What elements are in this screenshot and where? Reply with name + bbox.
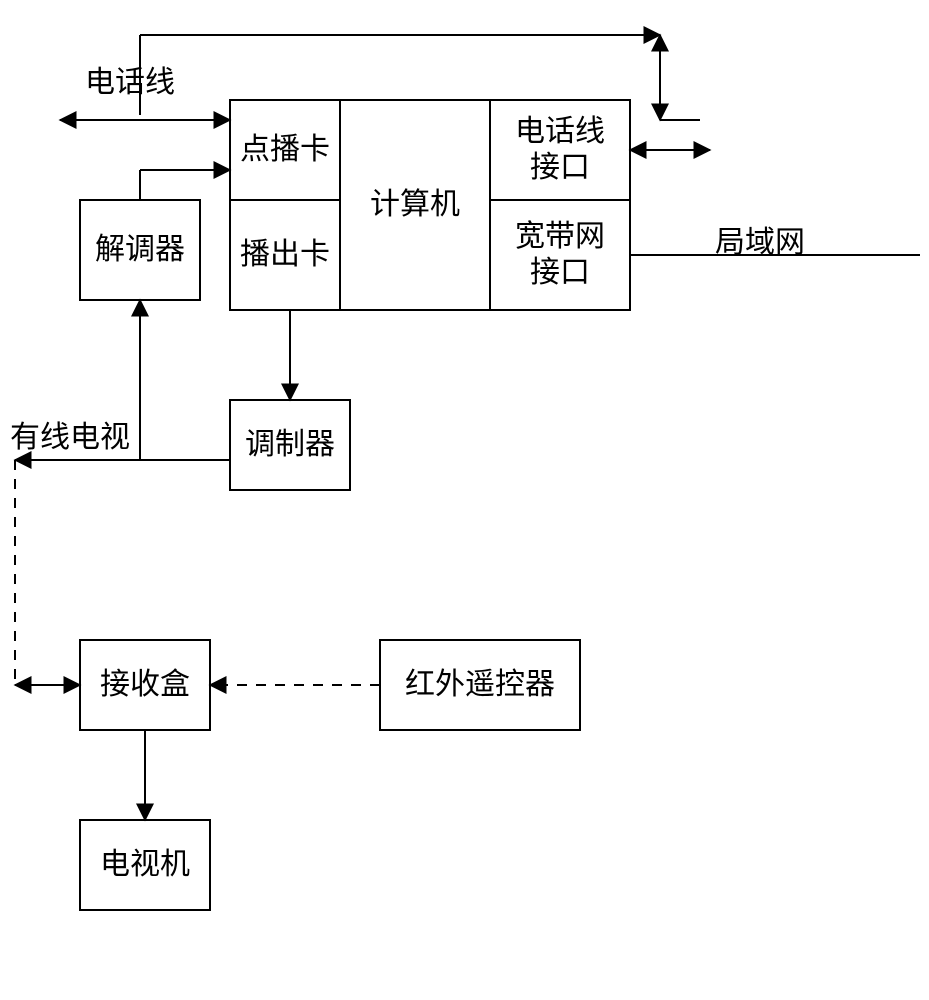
broadband_if-node: 宽带网接口 bbox=[490, 200, 630, 310]
receiver-node: 接收盒 bbox=[80, 640, 210, 730]
svg-text:计算机: 计算机 bbox=[370, 188, 460, 221]
svg-text:宽带网: 宽带网 bbox=[515, 220, 605, 253]
svg-text:电话线: 电话线 bbox=[515, 115, 605, 148]
phone_line_label: 电话线 bbox=[85, 66, 175, 99]
broadcast_card-node: 播出卡 bbox=[230, 200, 340, 310]
ir_remote-node: 红外遥控器 bbox=[380, 640, 580, 730]
cable_tv_label: 有线电视 bbox=[10, 421, 130, 454]
modulator-node: 调制器 bbox=[230, 400, 350, 490]
tv-node: 电视机 bbox=[80, 820, 210, 910]
svg-text:播出卡: 播出卡 bbox=[240, 238, 330, 271]
phone_if-node: 电话线接口 bbox=[490, 100, 630, 200]
svg-text:电视机: 电视机 bbox=[100, 848, 190, 881]
svg-text:点播卡: 点播卡 bbox=[240, 133, 330, 166]
svg-text:解调器: 解调器 bbox=[95, 233, 185, 266]
computer-node: 计算机 bbox=[340, 100, 490, 310]
vod_card-node: 点播卡 bbox=[230, 100, 340, 200]
svg-text:调制器: 调制器 bbox=[245, 428, 335, 461]
lan_label: 局域网 bbox=[715, 226, 805, 259]
demodulator-node: 解调器 bbox=[80, 200, 200, 300]
svg-text:红外遥控器: 红外遥控器 bbox=[405, 668, 555, 701]
svg-text:接口: 接口 bbox=[530, 256, 590, 289]
diagram-canvas: 点播卡播出卡计算机电话线接口宽带网接口解调器调制器接收盒红外遥控器电视机电话线有… bbox=[0, 0, 929, 1000]
svg-text:接口: 接口 bbox=[530, 151, 590, 184]
svg-text:接收盒: 接收盒 bbox=[100, 668, 190, 701]
